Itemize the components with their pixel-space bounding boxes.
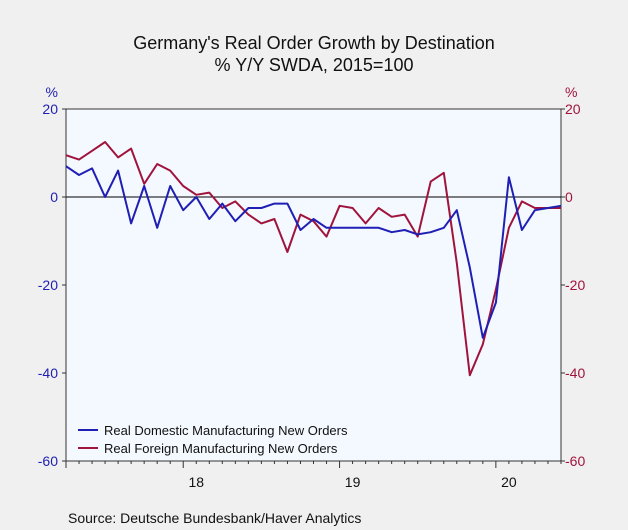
left-axis-tick-label: 0	[50, 189, 58, 205]
left-axis-tick-label: -40	[38, 365, 58, 381]
chart-title: Germany's Real Order Growth by Destinati…	[133, 33, 495, 53]
x-axis-tick-label: 19	[345, 474, 361, 490]
left-axis-tick-label: -20	[38, 277, 58, 293]
series-line-domestic	[65, 165, 562, 339]
plot-area	[65, 108, 562, 462]
series-line-foreign	[65, 141, 561, 377]
source-note: Source: Deutsche Bundesbank/Haver Analyt…	[68, 510, 362, 526]
right-axis-tick-label: -20	[565, 277, 585, 293]
left-axis-unit: %	[46, 84, 58, 100]
left-axis-tick-label: 20	[42, 101, 58, 117]
x-axis-tick-label: 18	[188, 474, 204, 490]
x-axis-tick-label: 20	[501, 474, 517, 490]
right-axis-tick-label: 0	[565, 189, 573, 205]
right-axis-tick-label: 20	[565, 101, 581, 117]
legend-label: Real Domestic Manufacturing New Orders	[104, 423, 348, 438]
legend-label: Real Foreign Manufacturing New Orders	[104, 441, 338, 456]
chart-subtitle: % Y/Y SWDA, 2015=100	[214, 55, 414, 75]
left-axis-tick-label: -60	[38, 453, 58, 469]
right-axis-tick-label: -60	[565, 453, 585, 469]
right-axis-unit: %	[565, 84, 577, 100]
right-axis-tick-label: -40	[565, 365, 585, 381]
